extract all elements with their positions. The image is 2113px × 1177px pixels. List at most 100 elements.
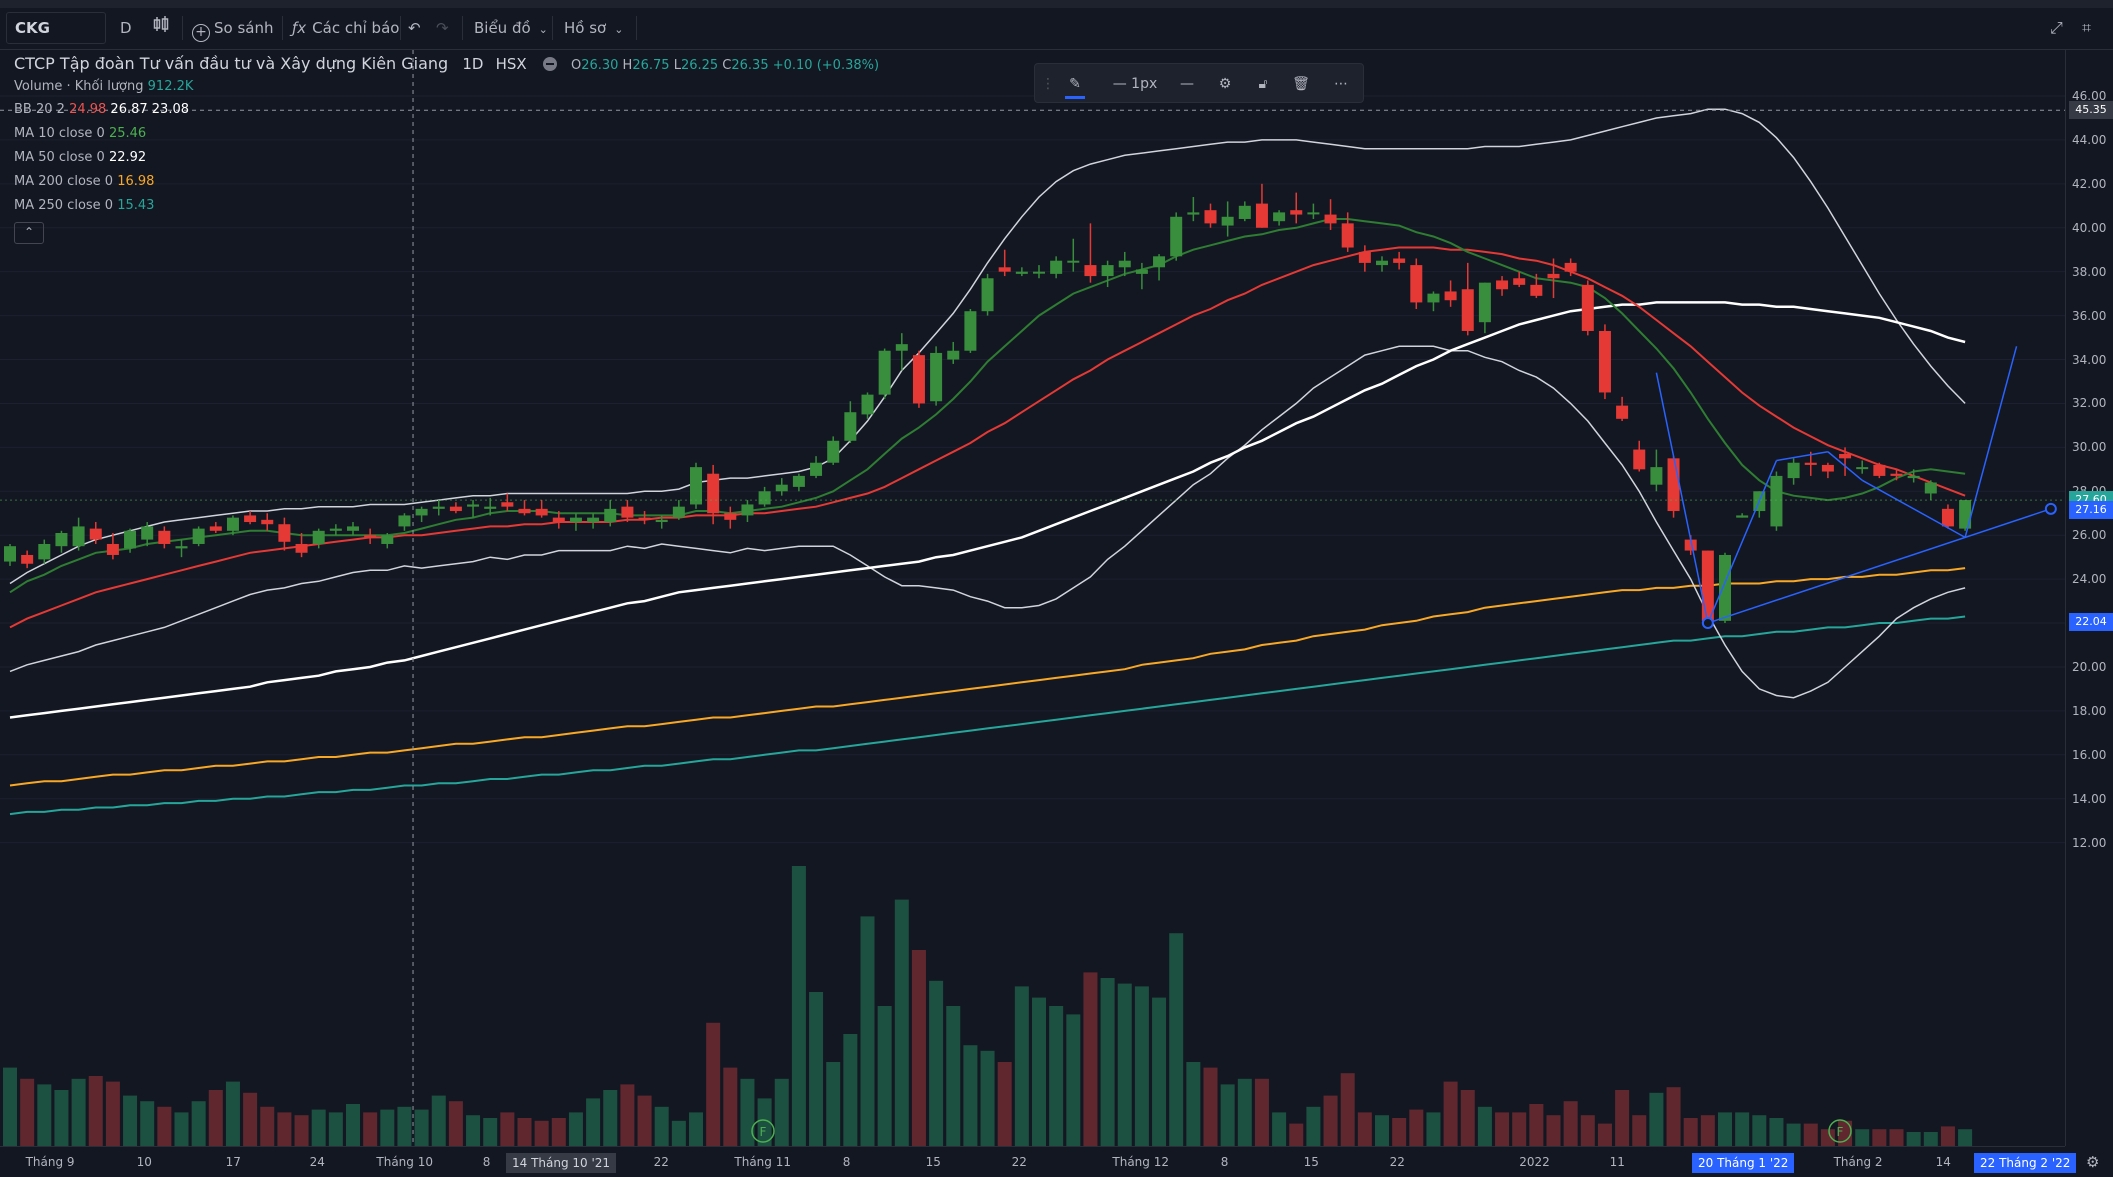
chart-type-button[interactable] bbox=[152, 14, 170, 42]
candle-body bbox=[861, 394, 874, 415]
volume-bar bbox=[1477, 1106, 1492, 1146]
delete-button[interactable]: 🗑︎ bbox=[1289, 73, 1313, 95]
volume-bar bbox=[963, 1045, 978, 1146]
chart-menu-button[interactable]: Biểu đồ ⌄ bbox=[474, 14, 548, 42]
candle-body bbox=[621, 506, 634, 518]
open-label: O bbox=[570, 58, 582, 73]
price-tick: 30.00 bbox=[2072, 440, 2107, 455]
candle-body bbox=[398, 515, 411, 527]
candle-body bbox=[158, 530, 171, 544]
undo-button[interactable]: ↶ bbox=[408, 14, 421, 42]
volume-bar bbox=[1855, 1129, 1870, 1146]
snapshot-button[interactable]: ⌗ bbox=[2082, 14, 2091, 42]
candle-body bbox=[329, 528, 342, 531]
symbol-search[interactable]: CKG bbox=[6, 12, 106, 44]
volume-bar bbox=[1512, 1112, 1527, 1146]
symbol-label: CKG bbox=[15, 19, 50, 37]
candle-body bbox=[21, 554, 34, 564]
line-width-icon: — bbox=[1112, 76, 1127, 92]
camera-icon: ⌗ bbox=[2082, 18, 2092, 37]
line-color-button[interactable]: ✎ bbox=[1063, 73, 1087, 99]
volume-bar bbox=[88, 1076, 103, 1146]
volume-bar bbox=[225, 1081, 240, 1146]
bb-upper-line bbox=[9, 108, 1966, 585]
more-button[interactable]: ⋯ bbox=[1327, 73, 1355, 95]
trend-line bbox=[1707, 508, 2052, 624]
line-style-button[interactable]: — bbox=[1175, 73, 1199, 95]
volume-bar bbox=[1443, 1081, 1458, 1146]
interval-button[interactable]: D bbox=[120, 19, 132, 37]
settings-icon[interactable]: ⚙ bbox=[2086, 1153, 2100, 1171]
ma50-legend[interactable]: MA 50 close 0 22.92 bbox=[14, 146, 879, 170]
company-name: CTCP Tập đoàn Tư vấn đầu tư và Xây dựng … bbox=[14, 54, 449, 73]
volume-bar bbox=[1940, 1126, 1955, 1146]
candle-body bbox=[347, 526, 359, 531]
candle-body bbox=[1787, 462, 1800, 479]
volume-bar bbox=[860, 916, 875, 1146]
volume-bar bbox=[689, 1112, 703, 1146]
collapse-legend-button[interactable]: ⌃ bbox=[14, 222, 44, 244]
compare-button[interactable]: + So sánh bbox=[192, 14, 274, 42]
settings-button[interactable]: ⚙ bbox=[1213, 73, 1237, 95]
trend-price-label: 27.16 bbox=[2069, 500, 2113, 519]
ma10-legend[interactable]: MA 10 close 0 25.46 bbox=[14, 122, 879, 146]
ma200-legend[interactable]: MA 200 close 0 16.98 bbox=[14, 170, 879, 194]
volume-legend[interactable]: Volume · Khối lượng 912.2K bbox=[14, 76, 879, 98]
volume-bar bbox=[208, 1090, 223, 1146]
time-tick: 11 bbox=[1609, 1155, 1625, 1169]
volume-bar bbox=[1066, 1014, 1081, 1146]
trend-line bbox=[1964, 346, 2018, 538]
trend-anchor-point bbox=[2044, 502, 2057, 515]
fullscreen-button[interactable]: ⤢ bbox=[2050, 14, 2063, 42]
candle-body bbox=[604, 508, 617, 523]
candle-body bbox=[587, 517, 600, 523]
volume-bar bbox=[174, 1112, 189, 1146]
candle-body bbox=[1650, 467, 1663, 485]
redo-button[interactable]: ↷ bbox=[436, 14, 449, 42]
window-title-strip bbox=[0, 0, 2113, 8]
volume-bar bbox=[1083, 972, 1098, 1146]
volume-bar bbox=[1289, 1123, 1304, 1146]
candle-body bbox=[501, 502, 514, 507]
chart-menu-label: Biểu đồ bbox=[474, 19, 531, 37]
candle-body bbox=[1633, 449, 1646, 470]
time-tick: 22 bbox=[1389, 1155, 1405, 1169]
crosshair-price-label: 45.35 bbox=[2069, 101, 2113, 120]
candle-body bbox=[775, 484, 788, 492]
ma250-legend[interactable]: MA 250 close 0 15.43 bbox=[14, 194, 879, 218]
candle-body bbox=[415, 508, 428, 516]
drag-handle[interactable]: ⋮ bbox=[1041, 73, 1055, 95]
price-tick: 24.00 bbox=[2072, 572, 2107, 587]
candle-body bbox=[1238, 205, 1251, 219]
volume-bar bbox=[294, 1115, 309, 1146]
indicators-label: Các chỉ báo bbox=[312, 19, 400, 37]
trash-icon: 🗑︎ bbox=[1292, 76, 1310, 92]
volume-bar bbox=[3, 1067, 17, 1146]
time-axis[interactable]: ⚙ Tháng 9 10 17 24 Tháng 10 8 22 Tháng 11 8 15 22 T… bbox=[0, 1146, 2099, 1177]
volume-bar bbox=[1752, 1115, 1767, 1146]
profile-menu-button[interactable]: Hồ sơ ⌄ bbox=[564, 14, 623, 42]
price-axis[interactable]: 46.00 44.00 42.00 40.00 38.00 36.00 34.00 32.00… bbox=[2065, 50, 2113, 1146]
volume-bar bbox=[980, 1050, 995, 1146]
low-price-label: 22.04 bbox=[2069, 613, 2113, 632]
indicators-icon: ƒx bbox=[292, 19, 307, 37]
time-tick: Tháng 11 bbox=[734, 1155, 791, 1169]
candle-body bbox=[1376, 260, 1388, 266]
lock-button[interactable]: 🔓︎ bbox=[1251, 73, 1275, 95]
line-width-button[interactable]: — 1px bbox=[1105, 73, 1165, 95]
chevron-down-icon: ⌄ bbox=[538, 23, 548, 36]
indicators-button[interactable]: ƒx Các chỉ báo bbox=[292, 14, 399, 42]
bb-legend[interactable]: BB 20 2 24.98 26.87 23.08 bbox=[14, 98, 879, 122]
volume-bar bbox=[260, 1106, 275, 1146]
price-tick: 34.00 bbox=[2072, 352, 2107, 367]
volume-bar bbox=[1735, 1112, 1750, 1146]
line-width-label: 1px bbox=[1131, 76, 1158, 92]
candle-body bbox=[690, 467, 702, 505]
candle-body bbox=[1221, 216, 1234, 226]
candle-body bbox=[192, 528, 205, 544]
ma200-line bbox=[9, 567, 1966, 787]
volume-bar bbox=[1718, 1112, 1732, 1146]
volume-bar bbox=[1649, 1092, 1664, 1146]
time-tick: Tháng 2 bbox=[1833, 1155, 1883, 1169]
